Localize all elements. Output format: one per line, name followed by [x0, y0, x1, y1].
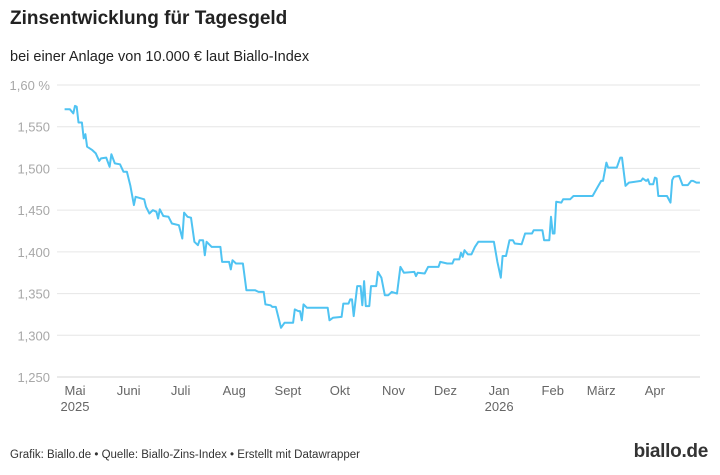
biallo-logo: biallo.de [633, 441, 709, 462]
chart-subtitle: bei einer Anlage von 10.000 € laut Biall… [10, 49, 310, 65]
chart-title: Zinsentwicklung für Tagesgeld [10, 8, 288, 29]
line-chart: 1,60 % 1,550 1,500 1,450 1,400 1,350 1,300 1,25… [10, 78, 700, 414]
y-tick-label: 1,450 [17, 203, 50, 218]
y-tick-label: 1,60 % [10, 78, 51, 93]
source-footer: Grafik: Biallo.de • Quelle: Biallo-Zins-… [10, 449, 360, 461]
y-tick-label: 1,250 [17, 370, 50, 385]
x-tick-label: März [587, 383, 616, 398]
x-tick-label: Aug [223, 383, 246, 398]
x-tick-label: Juni [117, 383, 141, 398]
y-tick-label: 1,400 [17, 245, 50, 260]
x-tick-label: Dez [434, 383, 457, 398]
x-tick-label: Jan [489, 383, 510, 398]
y-tick-label: 1,300 [17, 328, 50, 343]
x-tick-label: Okt [330, 383, 351, 398]
y-tick-label: 1,500 [17, 161, 50, 176]
x-tick-label: Apr [645, 383, 666, 398]
y-tick-label: 1,350 [17, 287, 50, 302]
x-tick-year: 2025 [61, 399, 90, 414]
x-tick-year: 2026 [485, 399, 514, 414]
x-tick-label: Nov [382, 383, 406, 398]
x-tick-label: Feb [542, 383, 564, 398]
x-tick-label: Sept [275, 383, 302, 398]
x-tick-label: Mai [65, 383, 86, 398]
series-line [64, 104, 700, 329]
x-tick-label: Juli [171, 383, 191, 398]
y-tick-label: 1,550 [17, 120, 50, 135]
